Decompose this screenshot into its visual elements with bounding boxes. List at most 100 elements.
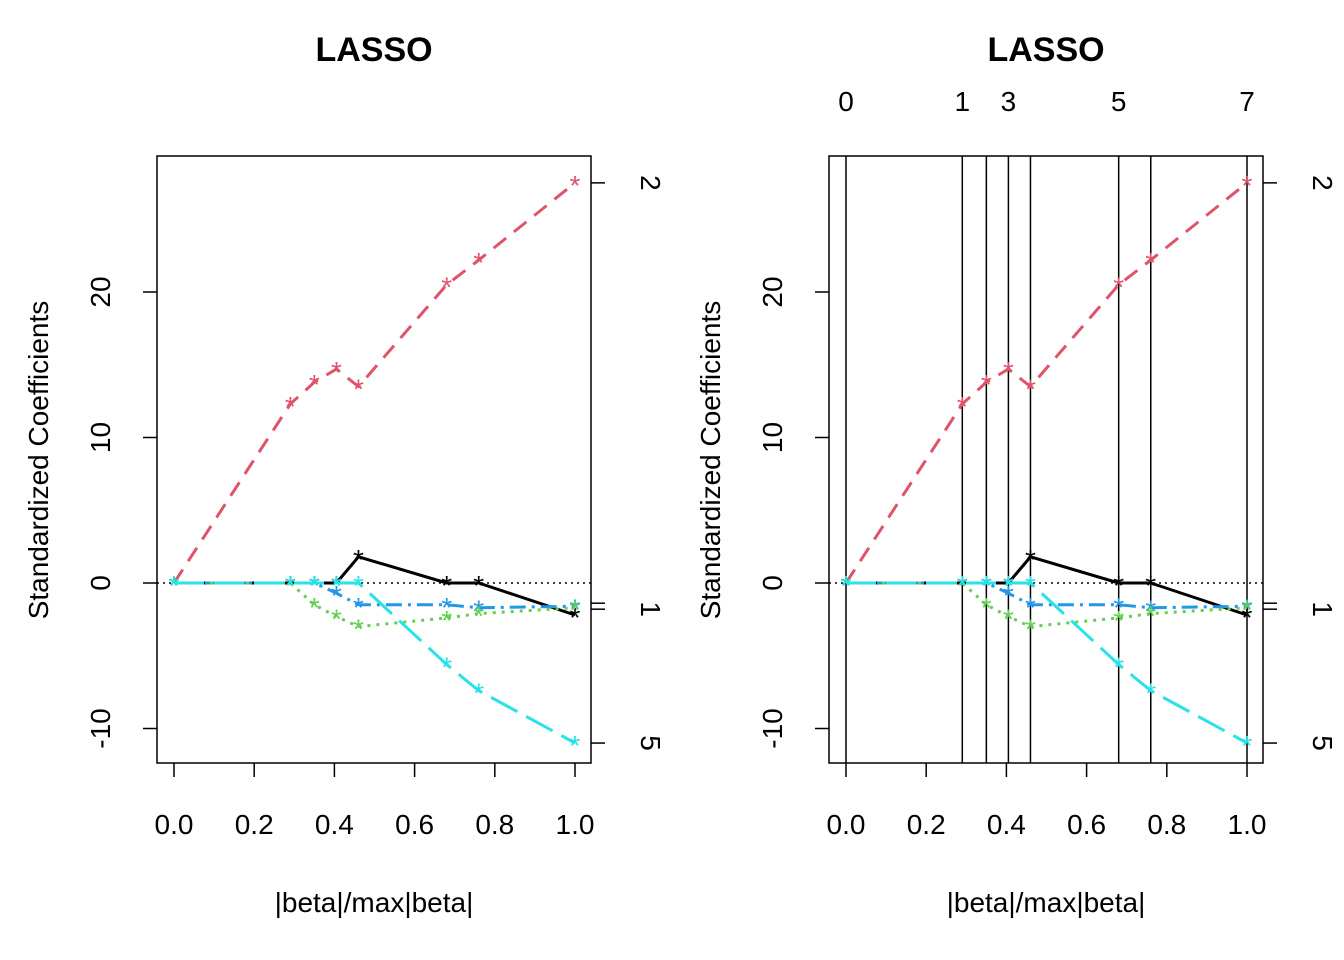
y-tick-label: 10 xyxy=(757,422,788,453)
step-label: 1 xyxy=(955,86,971,117)
x-tick-label: 0.8 xyxy=(1147,809,1186,840)
step-marker: * xyxy=(285,570,296,601)
step-marker: * xyxy=(473,601,484,632)
chart-panel-1: LASSO |beta|/max|beta| Standardized Coeffi… xyxy=(23,31,666,918)
x-tick-label: 0.8 xyxy=(475,809,514,840)
coefficient-path xyxy=(174,581,576,610)
step-marker: * xyxy=(1025,544,1036,575)
x-tick-label: 1.0 xyxy=(556,809,595,840)
chart-title: LASSO xyxy=(987,31,1104,69)
step-marker: * xyxy=(981,570,992,601)
step-marker: * xyxy=(285,570,296,601)
x-tick-label: 0.0 xyxy=(155,809,194,840)
coefficient-path xyxy=(174,581,576,629)
step-marker: * xyxy=(353,544,364,575)
y-tick-label: 20 xyxy=(85,276,116,307)
y-tick-label: 0 xyxy=(757,575,788,591)
right-axis-label: 5 xyxy=(1307,735,1338,751)
chart-title: LASSO xyxy=(315,31,432,69)
step-marker: * xyxy=(1025,592,1036,623)
step-marker: * xyxy=(309,369,320,400)
step-label: 0 xyxy=(838,86,854,117)
step-marker: * xyxy=(1113,272,1124,303)
coefficient-path xyxy=(174,581,576,745)
coefficient-path xyxy=(172,181,576,584)
step-marker: * xyxy=(841,570,852,601)
y-tick-label: -10 xyxy=(757,708,788,748)
right-axis-label: 2 xyxy=(635,175,666,191)
x-axis-label: |beta|/max|beta| xyxy=(947,887,1146,918)
step-marker: * xyxy=(1003,580,1014,611)
step-marker: * xyxy=(1145,595,1156,626)
step-marker: * xyxy=(353,374,364,405)
y-axis-label: Standardized Coefficients xyxy=(23,301,54,620)
right-axis-label: 1 xyxy=(1307,601,1338,617)
step-marker: * xyxy=(441,570,452,601)
step-marker: * xyxy=(981,369,992,400)
step-marker: * xyxy=(1025,374,1036,405)
chart-panel-2: LASSO |beta|/max|beta| Standardized Coeffi… xyxy=(695,31,1338,918)
x-axis-label: |beta|/max|beta| xyxy=(275,887,474,918)
step-marker: * xyxy=(1145,570,1156,601)
step-marker: * xyxy=(331,570,342,601)
y-tick-label: 20 xyxy=(757,276,788,307)
step-marker: * xyxy=(285,570,296,601)
step-marker: * xyxy=(169,570,180,601)
step-marker: * xyxy=(981,570,992,601)
step-marker: * xyxy=(841,570,852,601)
step-marker: * xyxy=(441,272,452,303)
step-marker: * xyxy=(570,602,581,633)
step-marker: * xyxy=(1145,678,1156,709)
right-axis-label: 1 xyxy=(635,601,666,617)
step-marker: * xyxy=(473,570,484,601)
step-marker: * xyxy=(957,570,968,601)
x-tick-label: 0.2 xyxy=(235,809,274,840)
step-marker: * xyxy=(1242,730,1253,761)
step-marker: * xyxy=(309,570,320,601)
plot-frame xyxy=(156,155,592,764)
coefficient-path xyxy=(846,581,1248,745)
step-marker: * xyxy=(1242,595,1253,626)
step-label: 5 xyxy=(1111,86,1127,117)
step-marker: * xyxy=(957,570,968,601)
step-marker: * xyxy=(309,570,320,601)
y-tick-label: 10 xyxy=(85,422,116,453)
step-marker: * xyxy=(957,391,968,422)
step-marker: * xyxy=(1145,247,1156,278)
y-tick-label: -10 xyxy=(85,708,116,748)
step-marker: * xyxy=(957,570,968,601)
step-marker: * xyxy=(169,570,180,601)
step-marker: * xyxy=(441,592,452,623)
step-marker: * xyxy=(570,730,581,761)
x-tick-label: 0.6 xyxy=(1067,809,1106,840)
step-marker: * xyxy=(285,391,296,422)
step-marker: * xyxy=(1025,614,1036,645)
x-tick-label: 0.4 xyxy=(987,809,1026,840)
x-tick-label: 0.0 xyxy=(827,809,866,840)
step-marker: * xyxy=(1003,603,1014,634)
step-marker: * xyxy=(1113,605,1124,636)
x-tick-label: 0.2 xyxy=(907,809,946,840)
step-marker: * xyxy=(570,170,581,201)
step-marker: * xyxy=(309,592,320,623)
coefficient-path xyxy=(846,581,1248,610)
step-marker: * xyxy=(1242,170,1253,201)
step-marker: * xyxy=(441,605,452,636)
step-label: 7 xyxy=(1239,86,1255,117)
y-axis-label: Standardized Coefficients xyxy=(695,301,726,620)
step-marker: * xyxy=(1145,601,1156,632)
step-marker: * xyxy=(1025,570,1036,601)
plot-frame xyxy=(828,155,1264,764)
step-marker: * xyxy=(981,570,992,601)
step-marker: * xyxy=(957,570,968,601)
step-marker: * xyxy=(353,614,364,645)
step-marker: * xyxy=(331,580,342,611)
step-marker: * xyxy=(353,570,364,601)
step-marker: * xyxy=(1113,651,1124,682)
step-marker: * xyxy=(1113,570,1124,601)
coefficient-path xyxy=(844,181,1248,584)
step-marker: * xyxy=(473,247,484,278)
y-tick-label: 0 xyxy=(85,575,116,591)
step-marker: * xyxy=(1003,356,1014,387)
